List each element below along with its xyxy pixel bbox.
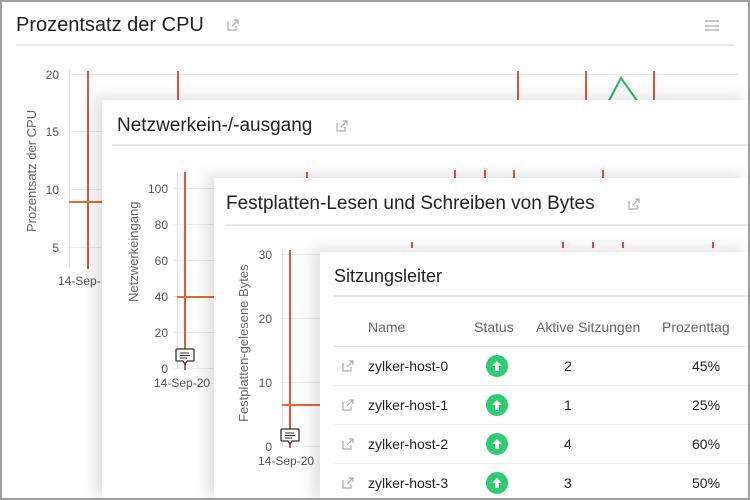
- network-y-tick: 60: [154, 254, 168, 268]
- network-series-line: [177, 296, 217, 298]
- external-link-icon[interactable]: [342, 359, 354, 372]
- header-name[interactable]: Name: [368, 308, 474, 347]
- network-marker-line: [454, 170, 456, 182]
- cpu-y-tick: 10: [45, 183, 59, 197]
- percent: 60%: [662, 424, 748, 464]
- network-x-tick: 14-Sep-20: [154, 376, 211, 390]
- network-y-axis: [177, 172, 178, 370]
- disk-y-axis: [282, 250, 283, 448]
- comment-icon[interactable]: [280, 428, 300, 446]
- network-panel-title: Netzwerkein-/-ausgang: [117, 115, 313, 136]
- cpu-marker-line: [653, 71, 655, 111]
- percent: 50%: [662, 463, 748, 498]
- disk-series-line: [282, 404, 322, 406]
- disk-y-tick: 20: [258, 312, 272, 326]
- network-marker-line: [484, 170, 486, 182]
- row-link-cell: [334, 424, 368, 464]
- status-cell: [474, 424, 536, 464]
- host-name[interactable]: zylker-host-1: [368, 385, 474, 425]
- external-link-icon[interactable]: [628, 198, 640, 210]
- cpu-green-series: [603, 76, 639, 111]
- header-active-sessions[interactable]: Aktive Sitzungen: [536, 308, 662, 347]
- disk-marker-line: [592, 242, 594, 248]
- cpu-y-axis: [69, 70, 70, 268]
- disk-marker-line: [712, 242, 714, 248]
- network-y-tick: 40: [154, 290, 168, 304]
- sessions-title-divider: [334, 295, 748, 297]
- cpu-y-tick: 5: [52, 241, 59, 255]
- host-name[interactable]: zylker-host-0: [368, 346, 474, 386]
- table-row[interactable]: zylker-host-2 4 60%: [334, 424, 748, 464]
- arrow-up-circle-icon: [486, 471, 508, 494]
- disk-title-divider: [226, 224, 748, 226]
- network-marker-line: [184, 172, 186, 370]
- active-sessions: 1: [536, 385, 662, 425]
- external-link-icon[interactable]: [342, 437, 354, 450]
- header-percent[interactable]: Prozenttag: [662, 308, 748, 347]
- network-y-tick: 20: [154, 326, 168, 340]
- row-link-cell: [334, 346, 368, 386]
- disk-y-axis-label: Festplatten-gelesene Bytes: [236, 264, 251, 422]
- disk-x-tick: 14-Sep-20: [258, 454, 315, 468]
- cpu-title-divider: [16, 44, 734, 46]
- percent: 25%: [662, 385, 748, 425]
- external-link-icon[interactable]: [342, 476, 354, 489]
- network-marker-line: [513, 170, 515, 182]
- external-link-icon[interactable]: [336, 120, 348, 132]
- network-marker-line: [602, 170, 604, 182]
- status-cell: [474, 463, 536, 498]
- status-cell: [474, 346, 536, 386]
- arrow-up-circle-icon: [486, 393, 508, 416]
- disk-marker-line: [622, 242, 624, 248]
- active-sessions: 3: [536, 463, 662, 498]
- disk-y-tick: 10: [258, 376, 272, 390]
- arrow-up-circle-icon: [486, 432, 508, 455]
- row-link-cell: [334, 463, 368, 498]
- table-row[interactable]: zylker-host-1 1 25%: [334, 385, 748, 425]
- network-y-axis-label: Netzwerkeingang: [126, 201, 141, 302]
- disk-marker-line: [562, 242, 564, 248]
- cpu-marker-line: [177, 71, 179, 111]
- cpu-gridline: [68, 74, 738, 75]
- cpu-panel-title: Prozentsatz der CPU: [16, 14, 204, 36]
- comment-icon[interactable]: [175, 348, 195, 366]
- disk-y-tick: 30: [258, 248, 272, 262]
- disk-marker-line: [411, 242, 413, 248]
- active-sessions: 2: [536, 346, 662, 386]
- row-link-cell: [334, 385, 368, 425]
- cpu-marker-line: [517, 71, 519, 111]
- cpu-x-tick: 14-Sep-: [58, 274, 101, 288]
- table-header-row: Name Status Aktive Sitzungen Prozenttag: [334, 308, 748, 347]
- cpu-marker-line: [87, 71, 89, 269]
- disk-y-tick: 0: [265, 440, 272, 454]
- cpu-y-tick: 20: [45, 68, 59, 82]
- table-row[interactable]: zylker-host-0 2 45%: [334, 346, 748, 386]
- network-y-tick: 0: [161, 362, 168, 376]
- header-link-col: [334, 308, 368, 347]
- network-y-tick: 80: [154, 218, 168, 232]
- percent: 45%: [662, 346, 748, 386]
- external-link-icon[interactable]: [342, 398, 354, 411]
- sessions-panel-title: Sitzungsleiter: [334, 266, 443, 286]
- arrow-up-circle-icon: [486, 354, 508, 377]
- external-link-icon[interactable]: [227, 19, 239, 31]
- cpu-y-tick: 15: [45, 125, 59, 139]
- network-title-divider: [112, 144, 748, 146]
- network-y-tick: 100: [147, 182, 168, 196]
- table-row[interactable]: zylker-host-3 3 50%: [334, 463, 748, 498]
- status-cell: [474, 385, 536, 425]
- host-name[interactable]: zylker-host-2: [368, 424, 474, 464]
- host-name[interactable]: zylker-host-3: [368, 463, 474, 498]
- header-status[interactable]: Status: [474, 308, 536, 347]
- sessions-table: Name Status Aktive Sitzungen Prozenttag …: [334, 308, 748, 498]
- disk-marker-line: [289, 250, 291, 448]
- cpu-series-line: [69, 201, 109, 203]
- cpu-marker-line: [585, 71, 587, 111]
- hamburger-menu-icon[interactable]: [705, 20, 719, 31]
- active-sessions: 4: [536, 424, 662, 464]
- sessions-panel: Sitzungsleiter Name Status Aktive Sitzun…: [320, 252, 748, 498]
- disk-panel-title: Festplatten-Lesen und Schreiben von Byte…: [226, 193, 595, 214]
